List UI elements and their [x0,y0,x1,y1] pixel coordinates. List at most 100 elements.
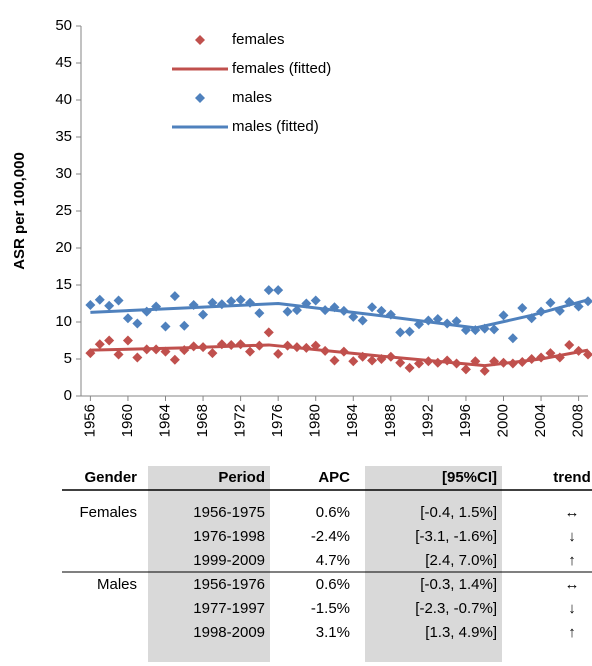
data-point [583,349,592,360]
data-point [395,327,406,338]
x-tick-label: 1956 [81,404,98,437]
data-point [273,285,284,296]
y-tick-label: 30 [55,165,72,182]
data-point [479,365,490,376]
data-point [376,305,387,316]
x-tick-label: 1980 [307,404,324,437]
table-cell: ↔ [565,576,580,593]
table-cell: 1956-1976 [193,576,265,593]
table-cell: 1998-2009 [193,624,265,641]
table-cell: ↑ [568,552,576,569]
table-cell: ↓ [568,528,576,545]
table-header: [95%CI] [442,469,497,486]
table-header: trend [553,469,591,486]
table-cell: [2.4, 7.0%] [425,552,497,569]
data-point [160,321,171,332]
legend-label: males (fitted) [232,118,319,135]
table-cell: [-2.3, -0.7%] [415,600,497,617]
x-tick-label: 2004 [532,404,549,437]
data-point [517,302,528,313]
y-tick-label: 20 [55,239,72,256]
data-point [132,318,143,329]
table-cell: ↔ [565,504,580,521]
fitted-line [90,343,589,368]
table-cell: ↓ [568,600,576,617]
table-cell: ↑ [568,624,576,641]
data-point [235,339,246,350]
data-point [113,349,124,360]
data-point [357,315,368,326]
y-tick-label: 35 [55,128,72,145]
table-cell: 0.6% [316,576,350,593]
table-cell: 4.7% [316,552,350,569]
data-point [404,326,415,337]
data-point [545,297,556,308]
data-point [329,355,340,366]
data-point [207,348,218,359]
data-point [198,309,209,320]
table-header: APC [318,469,350,486]
table-cell: 0.6% [316,504,350,521]
x-tick-label: 1988 [382,404,399,437]
data-point [85,299,96,310]
data-point [104,335,115,346]
table-cell: 1956-1975 [193,504,265,521]
y-tick-label: 5 [64,350,72,367]
data-point [122,335,133,346]
table-cell: [-3.1, -1.6%] [415,528,497,545]
data-point [122,313,133,324]
data-point [113,295,124,306]
x-tick-label: 1992 [419,404,436,437]
legend-marker [195,93,205,103]
table-cell: -2.4% [311,528,350,545]
y-tick-label: 40 [55,91,72,108]
data-point [460,364,471,375]
data-point [132,352,143,363]
x-tick-label: 1964 [156,404,173,437]
data-point [367,302,378,313]
data-point [404,362,415,373]
table-cell: Females [79,504,137,521]
column-shade [148,466,270,662]
y-tick-label: 10 [55,313,72,330]
table-header: Period [218,469,265,486]
legend-label: females (fitted) [232,60,331,77]
data-point [282,306,293,317]
x-tick-label: 1976 [269,404,286,437]
x-tick-label: 1968 [194,404,211,437]
x-tick-label: 1960 [119,404,136,437]
data-point [498,310,509,321]
table-cell: 1976-1998 [193,528,265,545]
data-point [169,354,180,365]
legend-marker [195,35,205,45]
y-axis-label: ASR per 100,000 [11,152,28,270]
data-point [367,355,378,366]
data-point [254,308,265,319]
data-point [395,357,406,368]
data-point [310,295,321,306]
x-tick-label: 2008 [570,404,587,437]
y-tick-label: 45 [55,54,72,71]
x-tick-label: 1996 [457,404,474,437]
fitted-line [90,298,589,330]
table-cell: 3.1% [316,624,350,641]
data-point [179,320,190,331]
data-point [263,285,274,296]
y-tick-label: 0 [64,387,72,404]
data-point [273,348,284,359]
x-tick-label: 1984 [344,404,361,437]
table-cell: 1977-1997 [193,600,265,617]
data-point [226,296,237,307]
data-point [245,346,255,357]
data-point [507,333,518,344]
y-tick-label: 25 [55,202,72,219]
data-point [291,305,302,316]
table-cell: -1.5% [311,600,350,617]
data-point [169,291,180,302]
data-point [564,339,575,350]
table-cell: [-0.3, 1.4%] [420,576,497,593]
data-point [235,294,246,305]
y-tick-label: 50 [55,17,72,34]
data-point [94,339,105,350]
table-cell: [-0.4, 1.5%] [420,504,497,521]
